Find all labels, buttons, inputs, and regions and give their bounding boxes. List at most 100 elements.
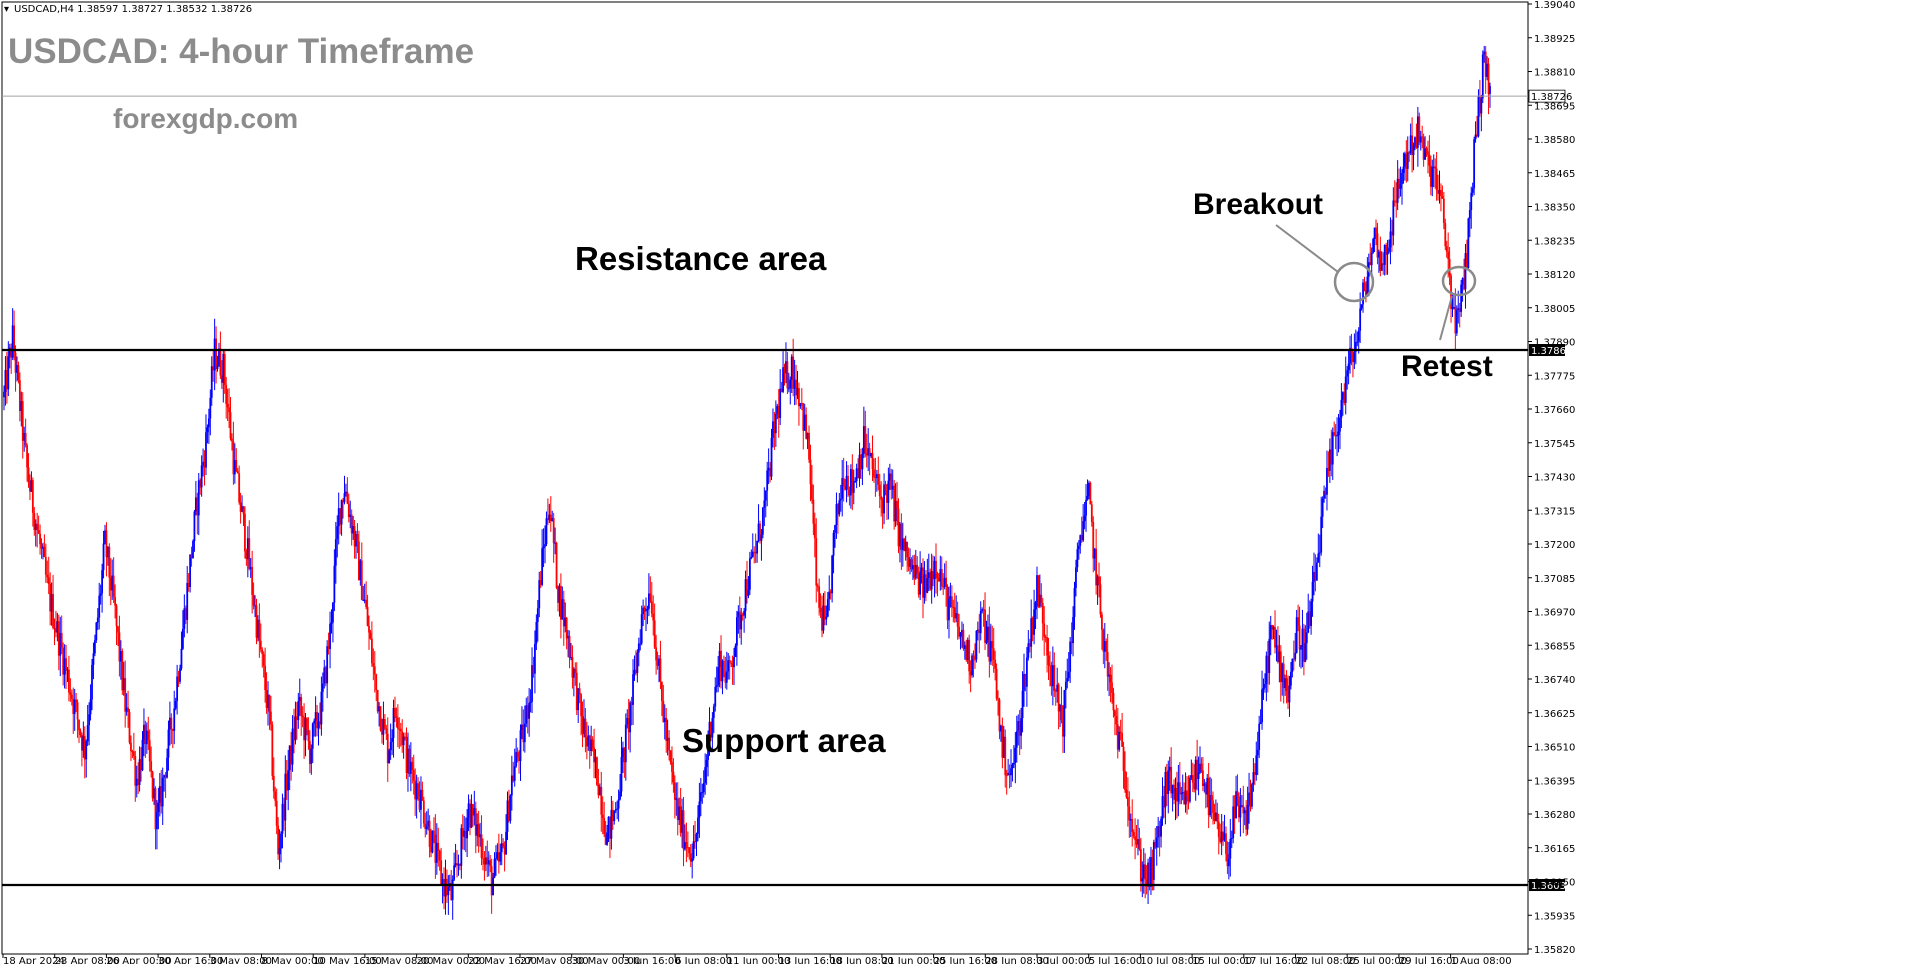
- y-tick-label: 1.37660: [1534, 405, 1575, 416]
- candle-body: [333, 565, 336, 603]
- candle-body: [1489, 86, 1491, 94]
- candle-body: [981, 609, 984, 612]
- candle-body: [1077, 545, 1080, 550]
- candle-body: [396, 717, 399, 729]
- candle-body: [483, 858, 486, 865]
- candle-body: [822, 605, 825, 631]
- candle-body: [151, 771, 154, 799]
- candle-body: [102, 543, 105, 571]
- candle-body: [257, 619, 259, 638]
- candle-body: [1295, 617, 1298, 653]
- candle-body: [1287, 691, 1289, 703]
- candle-body: [1021, 690, 1024, 719]
- x-tick-label: 18 Apr 2024: [3, 956, 65, 964]
- candle-body: [547, 518, 549, 521]
- candle-body: [1304, 643, 1307, 662]
- candle-body: [213, 338, 216, 371]
- candle-body: [1135, 839, 1138, 845]
- candle-body: [1401, 172, 1403, 185]
- candle-body: [98, 595, 101, 618]
- candle-body: [86, 725, 89, 742]
- candle-body: [169, 717, 171, 730]
- candle-body: [699, 792, 702, 802]
- candle-body: [490, 866, 493, 896]
- current-price-tag: [1528, 89, 1566, 103]
- candle-body: [945, 577, 947, 587]
- candle-body: [1435, 168, 1438, 191]
- candle-body: [907, 557, 910, 567]
- candle-body: [461, 828, 464, 837]
- candle-body: [1366, 276, 1369, 297]
- candle-body: [871, 453, 874, 470]
- candle-body: [880, 496, 883, 500]
- candle-body: [1246, 804, 1249, 830]
- candle-body: [16, 365, 18, 373]
- candle-body: [910, 559, 913, 570]
- candle-body: [942, 586, 945, 588]
- symbol-dropdown-icon[interactable]: ▾: [4, 4, 9, 15]
- candle-body: [1089, 482, 1092, 505]
- candle-body: [470, 804, 473, 828]
- candle-body: [1132, 832, 1135, 837]
- candle-body: [554, 542, 557, 544]
- candle-body: [565, 617, 568, 639]
- candle-body: [1328, 449, 1331, 471]
- candle-body: [36, 523, 39, 531]
- candle-body: [446, 878, 448, 896]
- candle-body: [529, 701, 532, 703]
- candle-body: [1037, 575, 1040, 607]
- candle-body: [1102, 629, 1105, 652]
- candle-body: [1376, 233, 1379, 258]
- candle-body: [506, 800, 509, 832]
- candle-body: [409, 761, 412, 774]
- candle-body: [500, 843, 503, 853]
- candle-body: [453, 865, 456, 880]
- candle-body: [135, 778, 138, 786]
- candle-body: [695, 833, 698, 843]
- candle-body: [650, 601, 653, 614]
- candle-body: [205, 432, 207, 468]
- candle-body: [994, 659, 997, 669]
- candle-body: [223, 353, 226, 386]
- candle-body: [653, 620, 656, 648]
- candle-body: [888, 473, 891, 481]
- candle-body: [959, 632, 962, 637]
- candle-body: [79, 730, 82, 735]
- candle-body: [89, 699, 92, 715]
- candle-body: [1398, 178, 1401, 189]
- candle-body: [733, 656, 735, 668]
- candle-body: [246, 538, 249, 560]
- candle-body: [868, 448, 871, 457]
- candle-body: [479, 834, 481, 838]
- candle-body: [1308, 611, 1311, 626]
- candle-body: [1137, 839, 1139, 845]
- candle-body: [350, 514, 353, 534]
- candle-body: [334, 539, 337, 566]
- candle-body: [665, 717, 668, 741]
- candle-body: [219, 348, 222, 376]
- candle-body: [1088, 482, 1090, 496]
- candle-body: [785, 361, 787, 374]
- candle-body: [26, 445, 28, 468]
- candle-body: [587, 735, 590, 747]
- candle-body: [572, 668, 575, 678]
- x-tick-label: 10 Jul 08:00: [1140, 956, 1200, 964]
- candle-body: [111, 575, 114, 591]
- candle-body: [1369, 262, 1372, 266]
- candle-body: [1290, 671, 1292, 686]
- candle-body: [304, 718, 307, 741]
- candle-body: [1180, 793, 1183, 795]
- candle-body: [549, 514, 552, 522]
- candle-body: [373, 666, 376, 675]
- y-tick-label: 1.36395: [1534, 776, 1575, 787]
- candle-body: [792, 356, 795, 389]
- candle-body: [1481, 54, 1484, 99]
- candle-body: [458, 864, 461, 866]
- candle-body: [424, 823, 427, 829]
- candle-body: [1101, 614, 1103, 630]
- candle-body: [1271, 625, 1274, 630]
- candle-body: [884, 484, 887, 491]
- chart-title: USDCAD: 4-hour Timeframe: [8, 32, 474, 71]
